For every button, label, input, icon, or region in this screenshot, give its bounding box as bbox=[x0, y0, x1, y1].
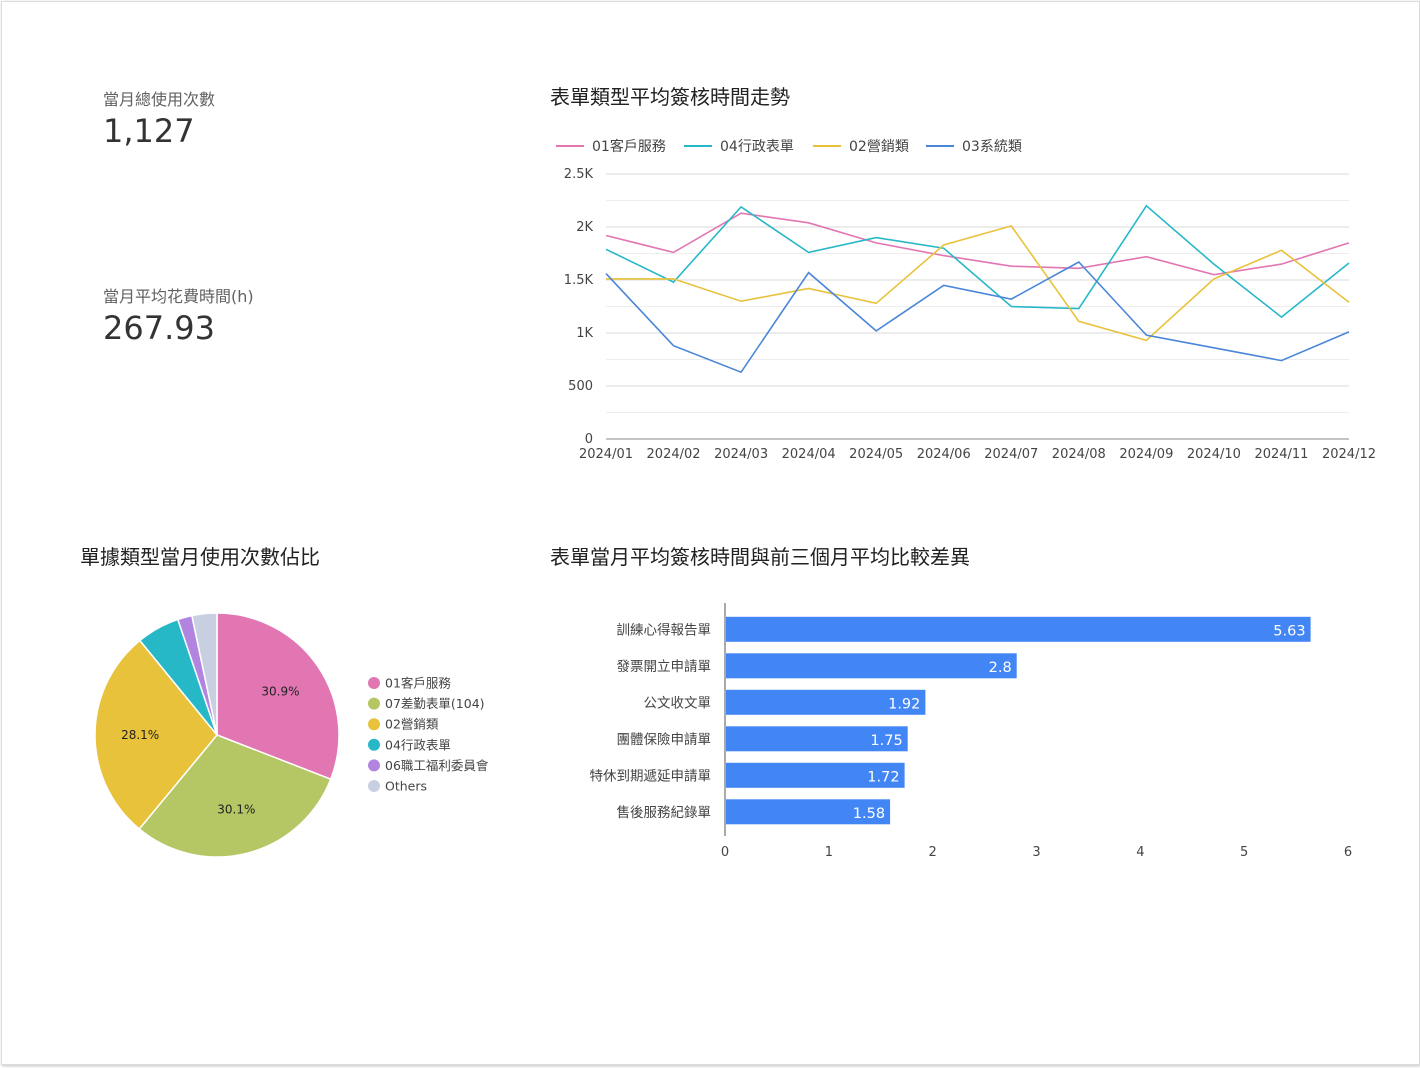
pie-legend-swatch bbox=[368, 697, 380, 710]
line-y-tick-label: 2.5K bbox=[564, 167, 594, 182]
kpi-avg-time-label: 當月平均花費時間(h) bbox=[103, 287, 254, 306]
pie-legend-label: 02營銷類 bbox=[385, 717, 439, 732]
line-x-tick-label: 2024/11 bbox=[1254, 447, 1308, 462]
pie-legend-label: Others bbox=[385, 779, 427, 794]
bar-category-label: 發票開立申請單 bbox=[617, 659, 712, 675]
line-x-tick-label: 2024/06 bbox=[917, 447, 971, 462]
line-x-tick-label: 2024/09 bbox=[1119, 447, 1173, 462]
line-x-tick-label: 2024/03 bbox=[714, 447, 768, 462]
line-legend: 01客戶服務 04行政表單 02營銷類 03系統類 bbox=[556, 138, 1022, 155]
pie-legend-swatch bbox=[368, 677, 380, 689]
bar-x-tick-label: 5 bbox=[1240, 845, 1248, 860]
pie-slice-label: 28.1% bbox=[121, 728, 159, 742]
kpi-monthly-usage: 當月總使用次數 1,127 bbox=[103, 86, 215, 150]
pie-chart: 30.9% 30.1% 28.1% 01客戶服務 07差勤表單(104) 02營銷類 04行… bbox=[94, 612, 489, 858]
line-y-tick-label: 2K bbox=[576, 220, 593, 235]
line-legend-label: 01客戶服務 bbox=[592, 138, 666, 155]
bar-x-tick-label: 6 bbox=[1344, 845, 1352, 860]
bar-value-label: 2.8 bbox=[989, 660, 1012, 676]
line-chart-title: 表單類型平均簽核時間走勢 bbox=[550, 85, 790, 109]
bar-category-label: 訓練心得報告單 bbox=[617, 621, 712, 638]
bar-x-tick-label: 1 bbox=[825, 845, 833, 860]
bar-團體保險申請單 bbox=[726, 726, 908, 752]
pie-legend-swatch bbox=[368, 780, 380, 792]
pie-slice-Others bbox=[190, 612, 218, 736]
kpi-avg-time: 當月平均花費時間(h) 267.93 bbox=[103, 283, 254, 347]
line-y-tick-label: 1.5K bbox=[564, 273, 594, 288]
line-y-tick-label: 1K bbox=[576, 326, 593, 341]
bar-value-label: 5.63 bbox=[1273, 623, 1305, 639]
line-x-tick-label: 2024/05 bbox=[849, 447, 903, 462]
pie-legend-swatch bbox=[368, 718, 380, 731]
pie-legend: 01客戶服務 07差勤表單(104) 02營銷類 04行政表單 06職工福利委員會 Oth… bbox=[368, 676, 489, 794]
pie-slice-02營銷類 bbox=[94, 639, 218, 831]
bar-x-tick-label: 4 bbox=[1136, 845, 1144, 860]
bar-訓練心得報告單 bbox=[726, 616, 1311, 642]
pie-slice-label: 30.1% bbox=[217, 802, 255, 816]
line-chart: 01客戶服務 04行政表單 02營銷類 03系統類 0 500 1K 1.5K 2K 2.5K 20… bbox=[556, 138, 1376, 462]
line-legend-label: 04行政表單 bbox=[720, 139, 794, 155]
pie-slice-07差勤表單(104) bbox=[138, 734, 332, 858]
line-x-tick-label: 2024/10 bbox=[1187, 447, 1241, 462]
bar-chart: 0 1 2 3 4 5 6 訓練心得報告單 5.63 發票開立申請單 2.8 公文收文單 1.92 團體保… bbox=[590, 603, 1352, 860]
bar-特休到期遞延申請單 bbox=[726, 762, 905, 788]
bar-x-tick-label: 3 bbox=[1032, 845, 1040, 860]
bar-chart-title: 表單當月平均簽核時間與前三個月平均比較差異 bbox=[550, 545, 970, 569]
bar-x-tick-label: 2 bbox=[929, 845, 937, 860]
pie-legend-label: 07差勤表單(104) bbox=[385, 696, 485, 711]
line-series-01客戶服務 bbox=[605, 212, 1350, 276]
pie-legend-swatch bbox=[368, 738, 380, 751]
bar-value-label: 1.58 bbox=[853, 806, 885, 822]
kpi-monthly-usage-label: 當月總使用次數 bbox=[103, 90, 216, 109]
line-x-tick-label: 2024/02 bbox=[647, 447, 701, 462]
line-x-tick-label: 2024/01 bbox=[579, 447, 633, 462]
line-x-tick-label: 2024/08 bbox=[1052, 447, 1106, 462]
line-y-tick-label: 500 bbox=[568, 379, 593, 394]
bar-category-label: 特休到期遞延申請單 bbox=[590, 768, 712, 784]
line-series-03系統類 bbox=[605, 260, 1350, 374]
bar-售後服務紀錄單 bbox=[726, 799, 891, 825]
pie-legend-label: 06職工福利委員會 bbox=[385, 758, 489, 773]
line-x-tick-label: 2024/07 bbox=[984, 447, 1038, 462]
line-series-04行政表單 bbox=[605, 204, 1350, 319]
pie-legend-label: 01客戶服務 bbox=[385, 676, 451, 691]
line-legend-label: 03系統類 bbox=[962, 139, 1022, 155]
bar-category-label: 公文收文單 bbox=[644, 695, 712, 711]
bar-category-label: 售後服務紀錄單 bbox=[617, 805, 712, 821]
line-legend-label: 02營銷類 bbox=[849, 139, 909, 155]
bar-x-tick-label: 0 bbox=[721, 845, 729, 860]
bar-value-label: 1.92 bbox=[888, 696, 920, 712]
line-x-tick-label: 2024/04 bbox=[782, 447, 836, 462]
line-x-tick-label: 2024/12 bbox=[1322, 447, 1376, 462]
pie-chart-title: 單據類型當月使用次數佔比 bbox=[80, 545, 320, 569]
bar-發票開立申請單 bbox=[726, 653, 1017, 679]
bar-value-label: 1.75 bbox=[870, 733, 902, 749]
pie-legend-swatch bbox=[368, 759, 380, 772]
line-series-02營銷類 bbox=[606, 224, 1350, 342]
bar-category-label: 團體保險申請單 bbox=[617, 732, 712, 748]
bar-value-label: 1.72 bbox=[867, 769, 899, 785]
kpi-monthly-usage-value: 1,127 bbox=[103, 112, 195, 150]
bar-公文收文單 bbox=[726, 689, 926, 715]
pie-slice-label: 30.9% bbox=[261, 685, 299, 699]
kpi-avg-time-value: 267.93 bbox=[103, 309, 215, 347]
pie-legend-label: 04行政表單 bbox=[385, 737, 451, 752]
line-y-tick-label: 0 bbox=[585, 432, 593, 447]
pie-slice-01客戶服務 bbox=[216, 612, 340, 781]
